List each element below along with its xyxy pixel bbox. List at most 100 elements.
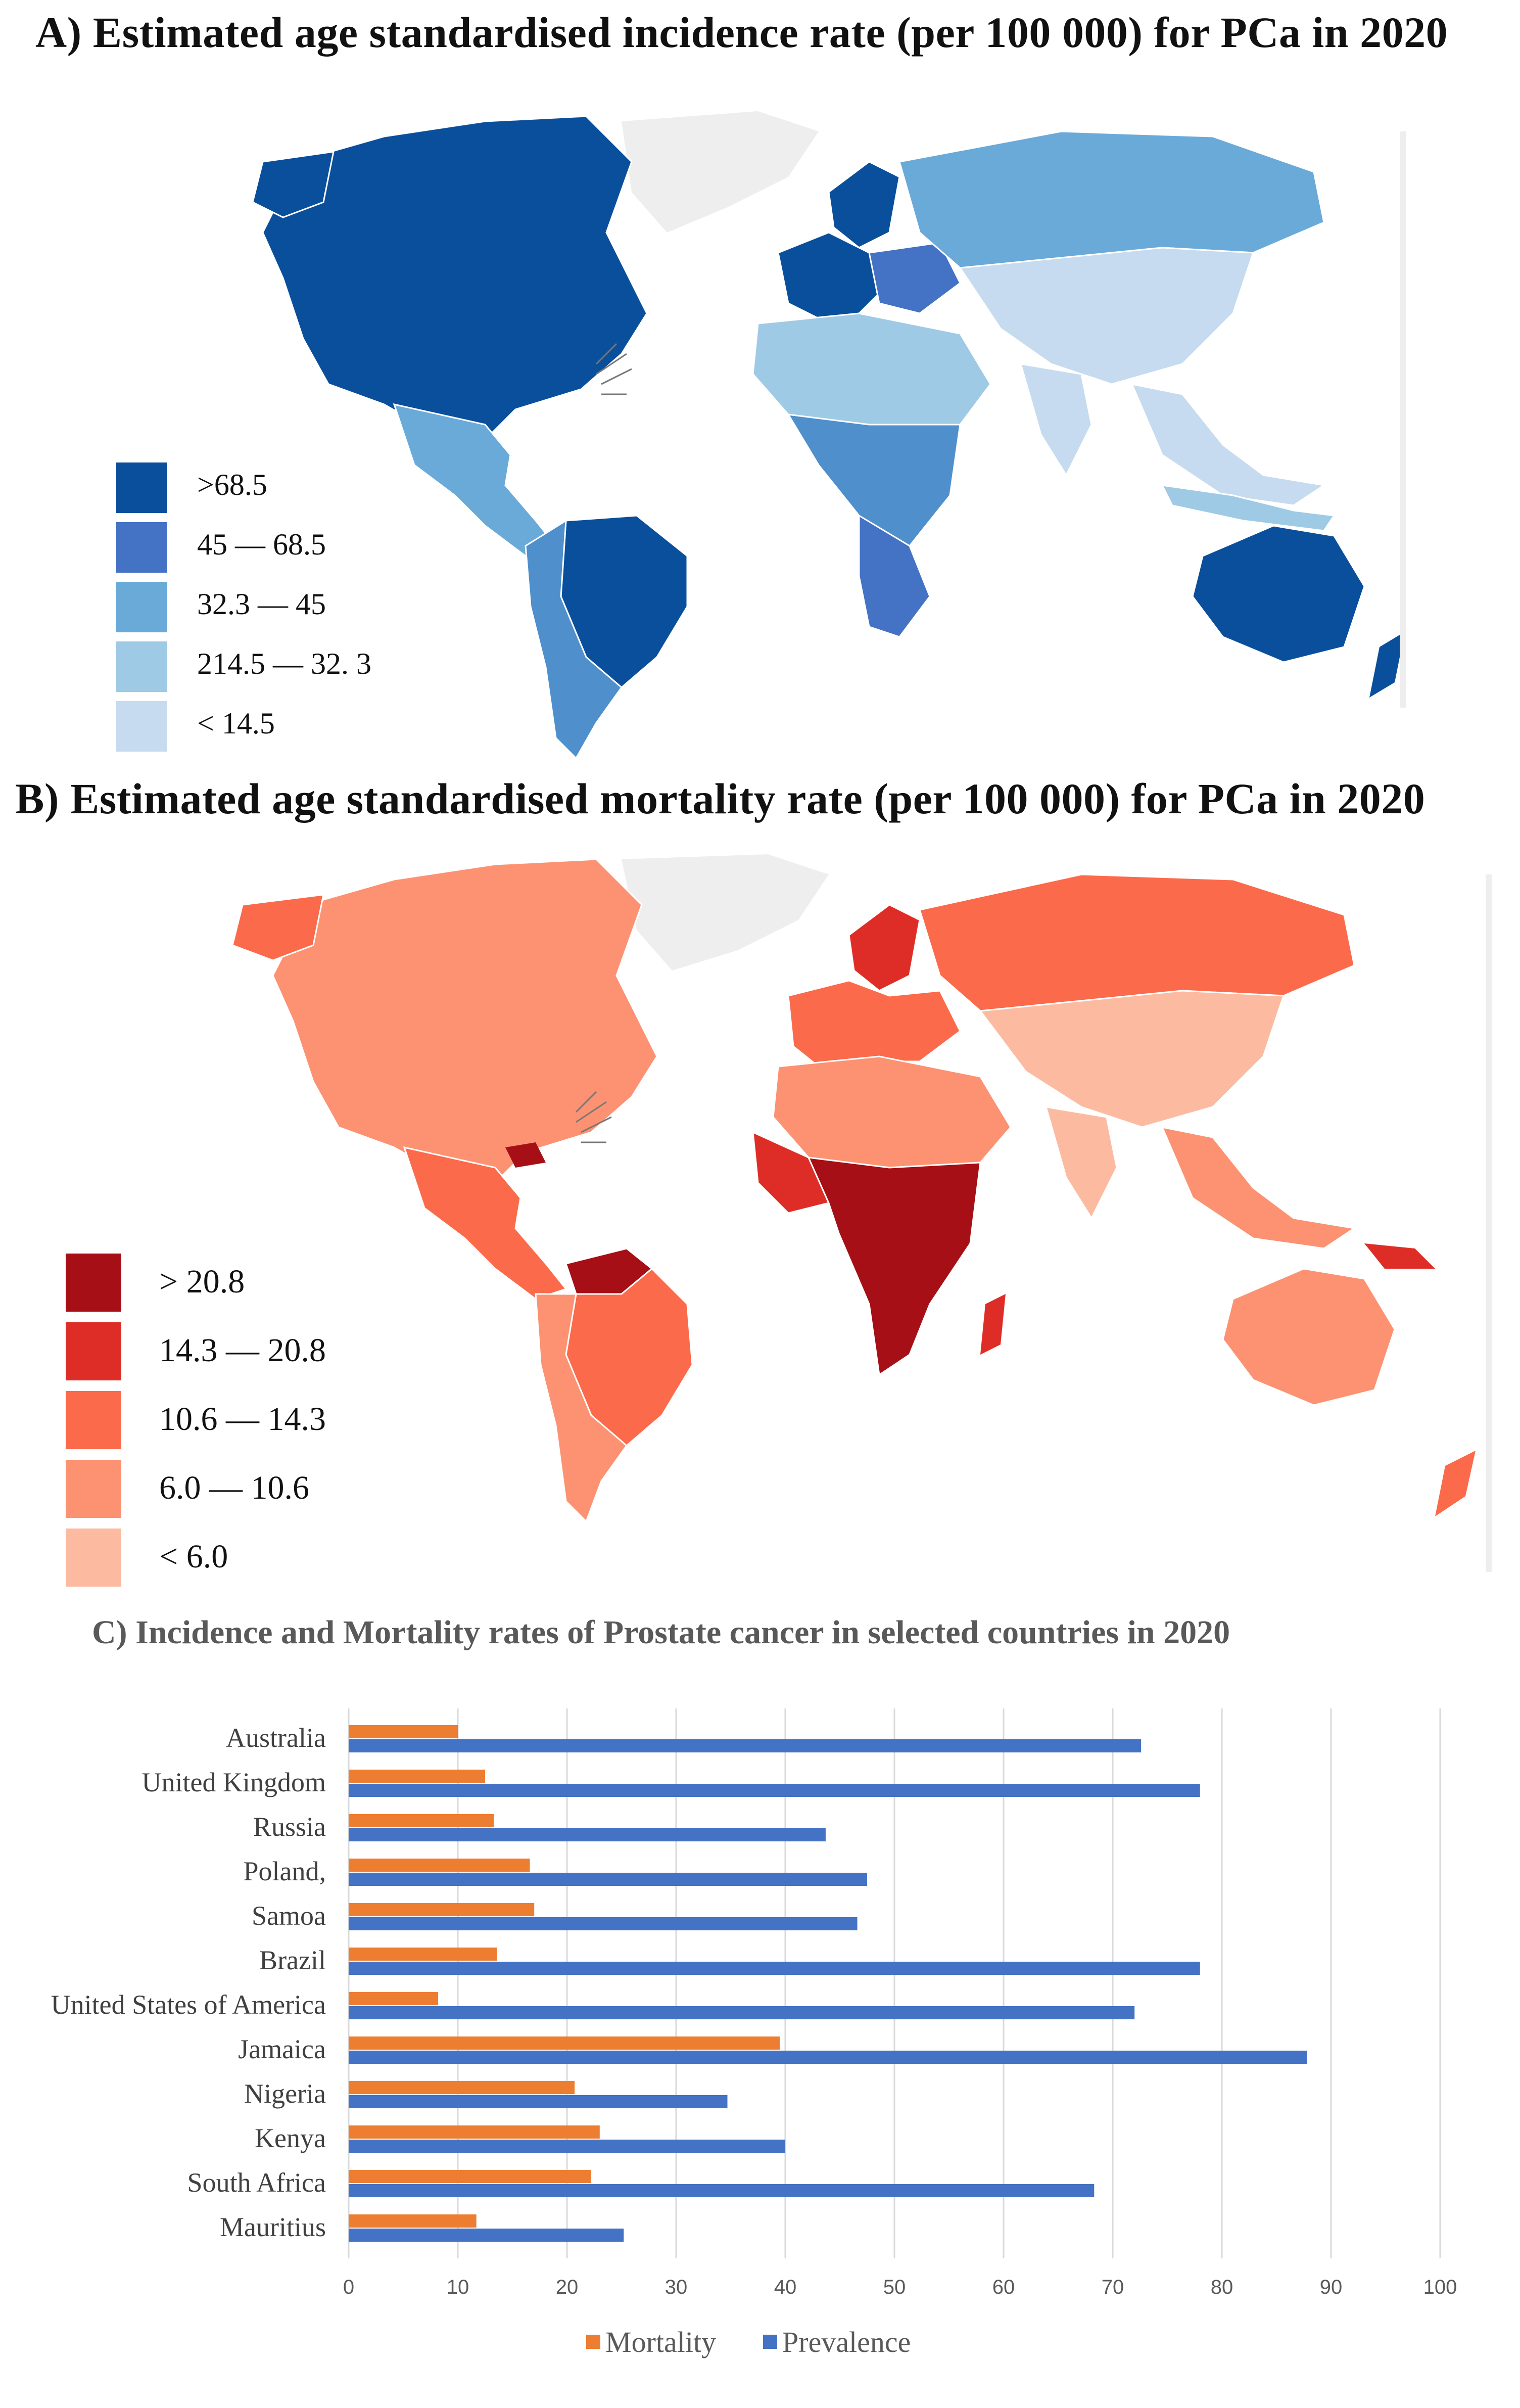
map-greenland <box>622 854 829 970</box>
legend-a-label: 45 — 68.5 <box>197 528 326 561</box>
legend-a-label: 32.3 — 45 <box>197 587 326 621</box>
bar-prevalence <box>349 2095 728 2108</box>
x-tick-label: 40 <box>774 2276 797 2298</box>
panel-a-title: A) Estimated age standardised incidence … <box>35 8 1448 57</box>
map-new-zealand <box>1435 1451 1476 1516</box>
map-india <box>1019 363 1092 477</box>
panel-c-title: C) Incidence and Mortality rates of Pros… <box>92 1614 1230 1651</box>
legend-label-prevalence: Prevalence <box>782 2326 911 2358</box>
map-south-america-west <box>525 519 623 758</box>
category-label: Poland, <box>243 1856 326 1886</box>
map-australia <box>1222 1268 1396 1406</box>
map-indonesia <box>1161 484 1336 532</box>
map-australia <box>1192 525 1365 663</box>
legend-b-swatch <box>66 1460 121 1518</box>
legend-b-swatch <box>66 1391 121 1449</box>
category-label: South Africa <box>187 2167 326 2198</box>
legend-b-swatch <box>66 1322 121 1380</box>
legend-a-label: >68.5 <box>197 468 267 501</box>
map-new-guinea <box>1364 1243 1435 1269</box>
bar-mortality <box>349 2170 591 2183</box>
map-africa-central-south <box>807 1156 981 1376</box>
map-southeast-asia <box>1161 1126 1356 1249</box>
legend-a-swatch <box>116 582 167 632</box>
map-madagascar <box>980 1294 1006 1355</box>
legend-b-swatch <box>66 1529 121 1587</box>
bar-mortality <box>349 2125 600 2139</box>
bar-prevalence <box>349 2140 785 2153</box>
bar-prevalence <box>349 1739 1142 1752</box>
legend-b-label: 10.6 — 14.3 <box>159 1401 326 1438</box>
x-tick-label: 90 <box>1320 2276 1343 2298</box>
legend-b-label: 14.3 — 20.8 <box>159 1332 326 1369</box>
bar-mortality <box>349 2036 780 2050</box>
map-scandinavia <box>828 161 900 249</box>
map-europe-west <box>777 231 890 319</box>
map-russia <box>919 873 1355 1012</box>
legend-label-mortality: Mortality <box>605 2326 716 2358</box>
country-bar-chart: 0 10 20 30 40 50 60 70 80 90 100 Australia United Ki… <box>51 1708 1457 2358</box>
map-greenland <box>622 111 819 233</box>
map-asia-central <box>959 247 1255 385</box>
map-mexico <box>403 1146 567 1300</box>
panel-b-title: B) Estimated age standardised mortality … <box>15 774 1426 823</box>
map-africa-west <box>752 1131 830 1214</box>
map-europe <box>787 980 961 1068</box>
bar-prevalence <box>349 1828 826 1841</box>
legend-a-swatch <box>116 701 167 752</box>
bar-prevalence <box>349 2006 1135 2019</box>
bar-prevalence <box>349 1784 1200 1797</box>
map-southeast-asia <box>1130 383 1326 506</box>
x-tick-label: 0 <box>343 2276 354 2298</box>
map-mexico <box>393 403 557 557</box>
map-north-america <box>262 115 648 441</box>
bar-mortality <box>349 1725 458 1738</box>
bar-mortality <box>349 2214 477 2228</box>
map-caribbean-lines <box>595 343 632 395</box>
map-russia <box>898 130 1325 269</box>
map-scandinavia <box>848 904 921 992</box>
category-label: Russia <box>253 1812 326 1842</box>
bar-mortality <box>349 1770 485 1783</box>
legend-swatch-prevalence <box>763 2335 777 2349</box>
x-tick-label: 60 <box>992 2276 1015 2298</box>
x-tick-label: 10 <box>447 2276 469 2298</box>
map-india <box>1044 1106 1118 1220</box>
map-b-frame-edge <box>1486 874 1492 1572</box>
legend-a-label: < 14.5 <box>197 707 275 740</box>
map-new-zealand <box>1369 632 1405 698</box>
x-tick-label: 50 <box>883 2276 906 2298</box>
map-south-america-west <box>535 1293 628 1523</box>
bar-mortality <box>349 1814 494 1827</box>
category-label: Jamaica <box>238 2034 326 2064</box>
legend-a-swatch <box>116 522 167 573</box>
map-europe-east <box>868 242 961 314</box>
category-label: Samoa <box>252 1901 326 1931</box>
legend-b-label: > 20.8 <box>159 1263 245 1300</box>
x-tick-label: 70 <box>1102 2276 1124 2298</box>
map-caribbean <box>505 1142 546 1168</box>
map-north-america <box>272 858 658 1184</box>
legend-a-label: 214.5 — 32. 3 <box>197 647 371 680</box>
legend-b-label: 6.0 — 10.6 <box>159 1469 309 1506</box>
x-tick-label: 20 <box>556 2276 579 2298</box>
map-africa-north <box>772 1055 1012 1169</box>
legend-b-label: < 6.0 <box>159 1538 228 1575</box>
category-label: Nigeria <box>244 2078 326 2109</box>
bar-prevalence <box>349 2184 1095 2197</box>
bar-mortality <box>349 2081 575 2094</box>
bar-prevalence <box>349 2229 624 2242</box>
bar-mortality <box>349 1948 497 1961</box>
map-a-frame-edge <box>1400 131 1406 708</box>
x-tick-label: 80 <box>1211 2276 1233 2298</box>
incidence-world-map <box>252 111 1405 758</box>
map-alaska <box>231 894 324 961</box>
bar-mortality <box>349 1903 535 1916</box>
category-label: Mauritius <box>220 2212 326 2242</box>
bar-prevalence <box>349 1917 858 1930</box>
category-label: Kenya <box>255 2123 326 2153</box>
map-africa-north <box>752 312 991 426</box>
legend-a-swatch <box>116 462 167 513</box>
category-label: Brazil <box>259 1945 326 1975</box>
x-tick-label: 100 <box>1423 2276 1457 2298</box>
